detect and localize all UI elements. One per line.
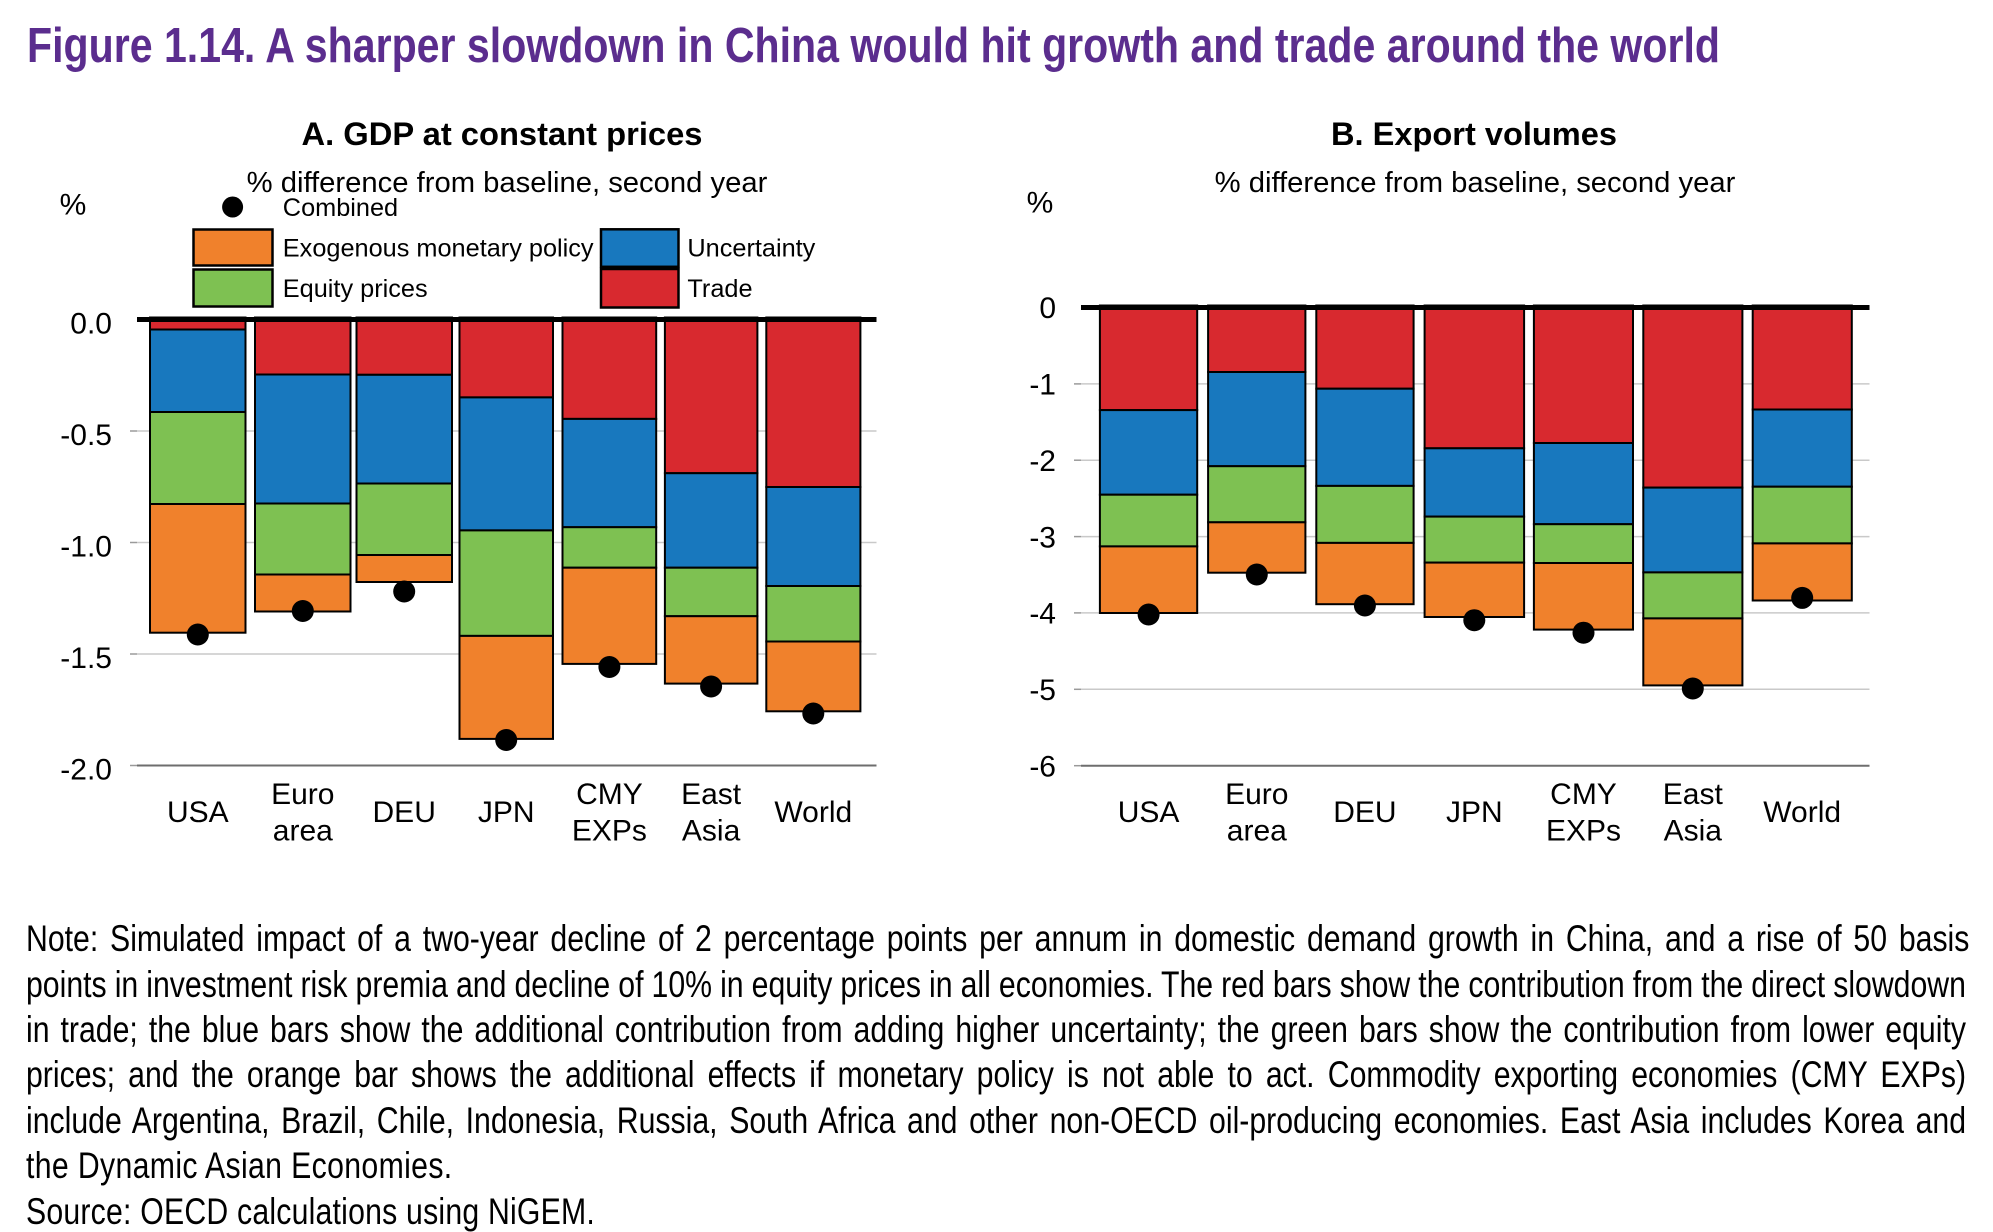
svg-text:-5: -5 [1029,674,1056,707]
svg-text:Figure 1.14. A sharper slowdow: Figure 1.14. A sharper slowdown in China… [27,19,1720,73]
svg-text:Combined: Combined [283,194,398,222]
svg-text:JPN: JPN [478,796,535,829]
svg-text:Asia: Asia [1664,814,1723,847]
svg-text:Exogenous monetary policy: Exogenous monetary policy [283,235,594,263]
svg-text:Asia: Asia [682,814,741,847]
svg-text:East: East [681,778,742,811]
svg-text:World: World [1763,796,1841,829]
svg-text:JPN: JPN [1446,796,1503,829]
svg-text:EXPs: EXPs [1546,814,1621,847]
svg-text:-1.5: -1.5 [60,642,112,675]
svg-text:Euro: Euro [1225,778,1288,811]
svg-text:area: area [273,814,333,847]
svg-text:USA: USA [167,796,229,829]
svg-text:-0.5: -0.5 [60,419,112,452]
svg-text:-1: -1 [1029,369,1056,402]
svg-text:DEU: DEU [1333,796,1396,829]
svg-text:-2.0: -2.0 [60,753,112,786]
svg-text:World: World [774,796,852,829]
svg-text:DEU: DEU [373,796,436,829]
svg-text:EXPs: EXPs [572,814,647,847]
svg-text:-6: -6 [1029,750,1056,783]
svg-text:East: East [1663,778,1724,811]
svg-text:USA: USA [1118,796,1180,829]
svg-text:0: 0 [1039,292,1056,325]
svg-text:-4: -4 [1029,598,1056,631]
svg-text:CMY: CMY [576,778,643,811]
svg-text:% difference from baseline, se: % difference from baseline, second year [1215,167,1736,199]
svg-text:% difference from baseline, se: % difference from baseline, second year [247,167,768,199]
svg-text:0.0: 0.0 [70,307,112,340]
svg-text:B. Export volumes: B. Export volumes [1331,116,1617,152]
svg-text:-3: -3 [1029,521,1056,554]
svg-text:Uncertainty: Uncertainty [687,235,815,263]
svg-text:Euro: Euro [271,778,334,811]
svg-text:-1.0: -1.0 [60,530,112,563]
svg-text:area: area [1227,814,1287,847]
svg-text:Equity prices: Equity prices [283,275,428,303]
svg-text:Trade: Trade [687,275,752,303]
svg-text:%: % [1027,187,1054,220]
svg-text:-2: -2 [1029,445,1056,478]
svg-text:A. GDP at constant prices: A. GDP at constant prices [302,116,703,152]
svg-text:%: % [60,189,87,222]
svg-text:CMY: CMY [1550,778,1617,811]
